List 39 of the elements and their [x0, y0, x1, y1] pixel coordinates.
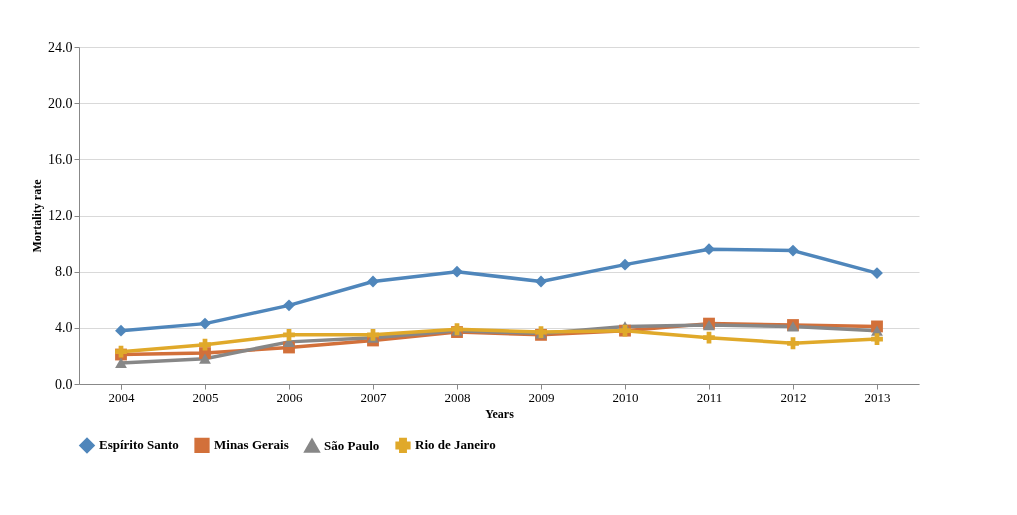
point: [283, 299, 295, 312]
point: [199, 338, 211, 351]
point: [199, 353, 211, 364]
y-tick-label: 0.0: [55, 376, 73, 392]
y-tick-label: 4.0: [55, 320, 73, 336]
point: [703, 331, 715, 344]
point: [367, 328, 379, 341]
point: [535, 275, 547, 288]
point: [451, 265, 463, 278]
y-tick-label: 16.0: [48, 151, 73, 167]
point: [283, 328, 295, 341]
point: [703, 243, 715, 256]
legend-label: Rio de Janeiro: [415, 437, 496, 453]
y-axis-title: Mortality rate: [30, 178, 44, 253]
x-tick-label: 2013: [864, 389, 891, 405]
x-tick-label: 2011: [696, 389, 723, 405]
x-tick-label: 2012: [780, 389, 807, 405]
x-axis-title: Years: [485, 406, 515, 421]
x-tick-label: 2004: [108, 389, 135, 405]
legend-label: Minas Gerais: [214, 437, 289, 453]
legend-label: Espírito Santo: [99, 437, 179, 453]
x-tick-label: 2009: [528, 389, 555, 405]
y-tick-label: 20.0: [48, 95, 73, 111]
point: [115, 324, 127, 337]
legend-label: São Paulo: [324, 437, 380, 453]
y-tick-label: 12.0: [48, 208, 73, 223]
x-tick-label: 2010: [612, 389, 639, 405]
x-tick-label: 2006: [276, 389, 303, 405]
y-tick-label: 8.0: [55, 264, 73, 280]
point: [367, 275, 379, 288]
x-tick-label: 2008: [444, 389, 471, 405]
x-tick-label: 2007: [360, 389, 387, 405]
y-tick-label: 24.0: [48, 39, 73, 55]
point: [619, 258, 631, 271]
point: [787, 244, 799, 257]
point: [787, 337, 799, 350]
point: [199, 317, 211, 330]
x-tick-label: 2005: [192, 389, 219, 405]
point: [115, 357, 127, 369]
